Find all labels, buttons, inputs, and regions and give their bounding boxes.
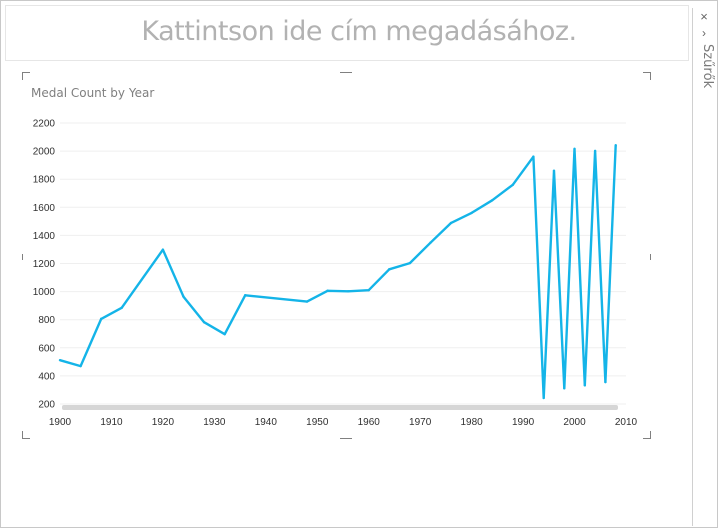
data-point[interactable]	[429, 241, 432, 244]
x-tick-label: 1960	[358, 417, 381, 428]
data-point[interactable]	[583, 384, 587, 387]
x-tick-label: 1980	[461, 417, 484, 428]
close-icon[interactable]: ×	[700, 9, 708, 24]
x-tick-label: 2000	[563, 417, 586, 428]
x-tick-label: 2010	[615, 417, 638, 428]
filter-panel-label[interactable]: Szűrők	[700, 44, 715, 89]
data-point[interactable]	[408, 261, 412, 265]
data-point[interactable]	[573, 147, 576, 151]
x-tick-label: 1940	[255, 417, 278, 428]
data-point[interactable]	[532, 155, 535, 158]
data-point[interactable]	[202, 321, 206, 324]
title-placeholder-frame[interactable]	[5, 5, 689, 61]
x-tick-label: 1950	[306, 417, 329, 428]
data-point[interactable]	[79, 364, 82, 368]
y-tick-label: 2200	[33, 119, 56, 130]
data-point[interactable]	[449, 221, 453, 225]
y-tick-label: 200	[38, 400, 55, 411]
filter-panel[interactable]	[692, 8, 717, 526]
series-line[interactable]	[59, 145, 617, 400]
x-tick-label: 1910	[100, 417, 123, 428]
x-tick-label: 1970	[409, 417, 432, 428]
y-tick-label: 2000	[33, 147, 56, 158]
page-title[interactable]: Kattintson ide cím megadásához.	[141, 16, 577, 47]
data-point[interactable]	[244, 294, 247, 297]
data-point[interactable]	[614, 143, 617, 147]
data-point[interactable]	[563, 387, 566, 390]
data-point[interactable]	[470, 211, 473, 215]
data-point[interactable]	[593, 149, 597, 153]
chart-title: Medal Count by Year	[31, 86, 155, 100]
data-point[interactable]	[388, 268, 391, 271]
data-point[interactable]	[326, 289, 329, 292]
data-point[interactable]	[161, 248, 165, 251]
data-point[interactable]	[511, 183, 514, 187]
data-point[interactable]	[542, 396, 545, 400]
data-point[interactable]	[305, 300, 309, 303]
series-layer	[58, 143, 617, 400]
y-tick-label: 1400	[33, 231, 56, 242]
data-point[interactable]	[223, 332, 226, 336]
y-tick-label: 1200	[33, 259, 56, 270]
y-axis: 200 400 600 800 1000 1200 1400 1600 1800 2000 2200	[33, 119, 56, 411]
data-point[interactable]	[346, 290, 350, 293]
chevron-right-icon[interactable]: ›	[702, 26, 706, 40]
y-tick-label: 1600	[33, 203, 56, 214]
grid-lines	[60, 122, 626, 405]
chart-selection-handles[interactable]	[22, 72, 651, 439]
horizontal-scrollbar[interactable]	[62, 405, 618, 410]
x-tick-label: 1920	[152, 417, 175, 428]
y-tick-label: 1000	[33, 287, 56, 298]
y-tick-label: 600	[38, 343, 55, 354]
data-point[interactable]	[182, 295, 185, 298]
data-point[interactable]	[99, 317, 103, 321]
data-point[interactable]	[120, 306, 123, 309]
y-tick-label: 1800	[33, 175, 56, 186]
y-tick-label: 400	[38, 371, 55, 382]
data-point[interactable]	[491, 199, 494, 202]
data-point[interactable]	[552, 169, 556, 172]
x-axis: 1900 1910 1920 1930 1940 1950 1960 1970 1980 1990…	[49, 417, 638, 428]
data-point[interactable]	[58, 358, 62, 362]
x-tick-label: 1900	[49, 417, 72, 428]
data-point[interactable]	[604, 380, 607, 384]
x-tick-label: 1930	[203, 417, 226, 428]
data-point[interactable]	[367, 288, 370, 292]
y-tick-label: 800	[38, 315, 55, 326]
x-tick-label: 1990	[512, 417, 535, 428]
